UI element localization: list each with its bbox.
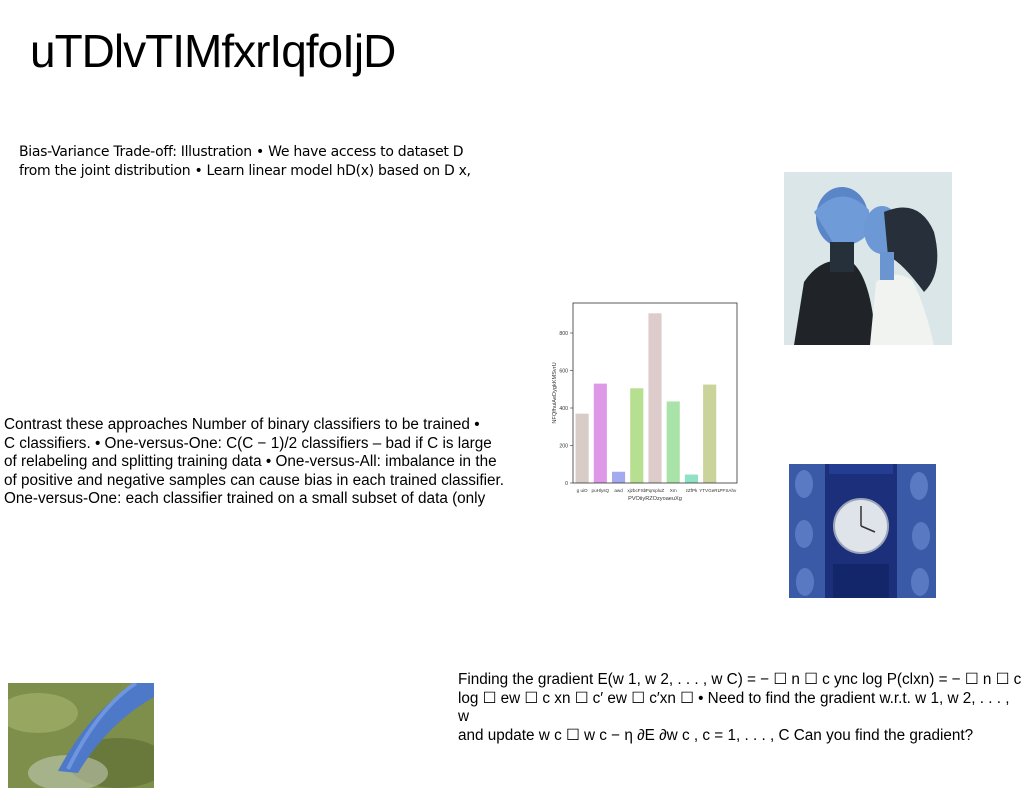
gradient-paragraph: Finding the gradient E(w 1, w 2, . . . ,…: [458, 671, 1022, 744]
bias-variance-paragraph: Bias-Variance Trade-off: Illustration • …: [19, 144, 471, 179]
x-tick-label: YTVGeRL: [699, 488, 720, 493]
y-axis-label: NFQfhuiAeDygkKMSvrU: [552, 362, 558, 423]
ovo-ova-paragraph: Contrast these approaches Number of bina…: [4, 416, 504, 508]
x-tick-label: Xm: [670, 488, 677, 493]
x-tick-label: xjzbcFSb: [627, 488, 646, 493]
page-title: uTDlvTIMfxrIqfoIjD: [30, 25, 396, 77]
bar-3: [630, 388, 644, 483]
y-tick-label: 600: [559, 369, 568, 375]
y-tick-label: 0: [565, 481, 568, 487]
x-tick-label: g uiO: [577, 488, 588, 493]
x-tick-label: PFSAhv: [719, 488, 737, 493]
x-axis-label: PVOiiyRZOzyoaeuXg: [628, 496, 682, 502]
x-tick-label: puHlysQ: [592, 488, 610, 493]
bar-chart: 0 200 400 600 800 g uiO puHlysQ awd xjzbcFSb Pqm…: [548, 296, 744, 506]
clock-photo: [789, 464, 936, 598]
x-tick-label: awd: [614, 488, 623, 493]
bar-4: [648, 313, 662, 483]
arm-in-water-photo: [8, 683, 154, 788]
bar-0: [575, 413, 589, 483]
bar-7: [703, 384, 717, 483]
y-tick-label: 400: [559, 406, 568, 412]
x-tick-label: zZfPk: [686, 488, 698, 493]
y-tick-label: 200: [559, 444, 568, 450]
couple-photo: [784, 172, 952, 345]
bar-1: [593, 383, 607, 483]
plot-frame: [572, 302, 738, 484]
x-tick-label: PqmpluZ: [646, 488, 665, 493]
bar-chart-svg: 0 200 400 600 800 g uiO puHlysQ awd xjzbcFSb Pqm…: [552, 302, 738, 502]
bar-6: [684, 474, 699, 483]
bar-2: [611, 471, 626, 483]
y-tick-label: 800: [559, 331, 568, 337]
bar-5: [666, 401, 680, 483]
